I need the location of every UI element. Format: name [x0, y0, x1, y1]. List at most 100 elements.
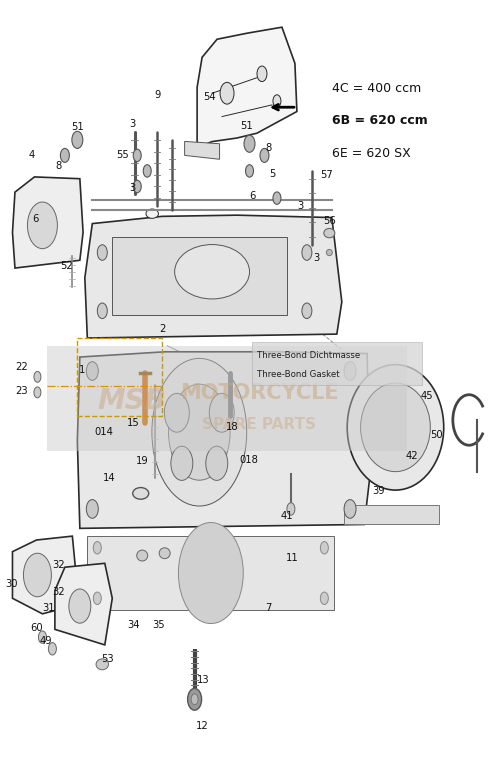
- Text: 53: 53: [101, 654, 114, 664]
- Circle shape: [34, 371, 41, 382]
- Circle shape: [209, 393, 234, 432]
- Bar: [112, 237, 287, 315]
- Text: Three-Bond Dichtmasse: Three-Bond Dichtmasse: [257, 351, 360, 361]
- Circle shape: [72, 131, 83, 148]
- Circle shape: [171, 446, 193, 480]
- Text: 54: 54: [203, 92, 216, 102]
- Circle shape: [320, 542, 328, 554]
- Text: 4: 4: [28, 151, 34, 160]
- Circle shape: [133, 149, 141, 162]
- Text: 30: 30: [5, 580, 18, 589]
- Circle shape: [206, 446, 228, 480]
- Circle shape: [93, 542, 101, 554]
- Circle shape: [23, 553, 51, 597]
- Ellipse shape: [137, 550, 148, 561]
- Circle shape: [344, 500, 356, 518]
- Text: Three-Bond Gasket: Three-Bond Gasket: [257, 370, 340, 379]
- Text: 9: 9: [155, 90, 161, 99]
- Circle shape: [302, 303, 312, 319]
- Circle shape: [344, 362, 356, 381]
- Ellipse shape: [96, 659, 108, 670]
- Text: 7: 7: [265, 603, 271, 612]
- Ellipse shape: [324, 228, 335, 238]
- Text: 2: 2: [159, 325, 165, 334]
- Circle shape: [69, 589, 91, 623]
- Text: 3: 3: [129, 120, 135, 129]
- Circle shape: [320, 592, 328, 605]
- Text: 4C = 400 ccm: 4C = 400 ccm: [332, 82, 421, 95]
- Ellipse shape: [159, 548, 170, 559]
- Ellipse shape: [361, 383, 430, 472]
- Text: 35: 35: [152, 620, 165, 629]
- Bar: [77, 338, 162, 416]
- Circle shape: [93, 592, 101, 605]
- Circle shape: [60, 148, 69, 162]
- Text: 6: 6: [249, 191, 255, 200]
- Text: 3: 3: [129, 183, 135, 193]
- Circle shape: [97, 245, 107, 260]
- Circle shape: [191, 694, 198, 705]
- Text: 1: 1: [79, 365, 85, 375]
- Circle shape: [188, 688, 202, 710]
- Text: 39: 39: [372, 486, 385, 496]
- Circle shape: [178, 522, 243, 623]
- Text: 3: 3: [314, 253, 320, 263]
- Circle shape: [48, 643, 56, 655]
- Circle shape: [34, 387, 41, 398]
- Polygon shape: [12, 177, 83, 268]
- Circle shape: [220, 82, 234, 104]
- Circle shape: [302, 245, 312, 260]
- Text: 50: 50: [430, 430, 443, 440]
- Text: 14: 14: [102, 473, 115, 483]
- Text: 3: 3: [297, 201, 303, 211]
- Text: 018: 018: [239, 455, 258, 465]
- Circle shape: [86, 500, 98, 518]
- Text: 8: 8: [56, 162, 62, 171]
- Text: 18: 18: [226, 423, 239, 432]
- Ellipse shape: [146, 209, 159, 218]
- Circle shape: [27, 202, 57, 249]
- Text: 41: 41: [280, 511, 293, 521]
- Text: 32: 32: [52, 560, 65, 570]
- Circle shape: [246, 165, 253, 177]
- Text: 49: 49: [39, 636, 52, 646]
- Bar: [87, 536, 334, 610]
- Circle shape: [164, 393, 189, 432]
- Polygon shape: [12, 536, 75, 614]
- Text: 6E = 620 SX: 6E = 620 SX: [332, 147, 411, 160]
- Text: 51: 51: [71, 122, 84, 131]
- Circle shape: [86, 362, 98, 381]
- Text: 19: 19: [136, 456, 149, 465]
- Polygon shape: [77, 352, 370, 528]
- Text: 55: 55: [116, 151, 129, 160]
- Ellipse shape: [175, 245, 250, 299]
- Circle shape: [287, 503, 295, 515]
- Circle shape: [273, 95, 281, 107]
- Circle shape: [257, 66, 267, 82]
- Circle shape: [152, 358, 247, 506]
- Text: 23: 23: [15, 386, 28, 395]
- Text: 32: 32: [52, 587, 65, 597]
- Text: 014: 014: [94, 427, 113, 437]
- Text: 15: 15: [127, 419, 140, 428]
- Text: 31: 31: [42, 603, 55, 612]
- Bar: [252, 342, 422, 385]
- Text: 13: 13: [197, 675, 210, 685]
- Ellipse shape: [347, 364, 444, 490]
- Text: 52: 52: [60, 261, 73, 270]
- Text: 6: 6: [33, 214, 39, 224]
- Text: MOTORCYCLE: MOTORCYCLE: [180, 383, 339, 403]
- Text: 11: 11: [285, 553, 298, 563]
- Text: 60: 60: [30, 623, 43, 632]
- Circle shape: [273, 192, 281, 204]
- Circle shape: [133, 180, 141, 193]
- Polygon shape: [85, 215, 342, 338]
- Ellipse shape: [326, 249, 332, 256]
- Text: MSB: MSB: [98, 387, 167, 415]
- Circle shape: [143, 165, 151, 177]
- Text: 42: 42: [405, 451, 418, 461]
- Text: 12: 12: [196, 722, 209, 731]
- Text: 45: 45: [420, 392, 433, 401]
- Text: 56: 56: [323, 217, 336, 226]
- Text: 51: 51: [241, 121, 253, 131]
